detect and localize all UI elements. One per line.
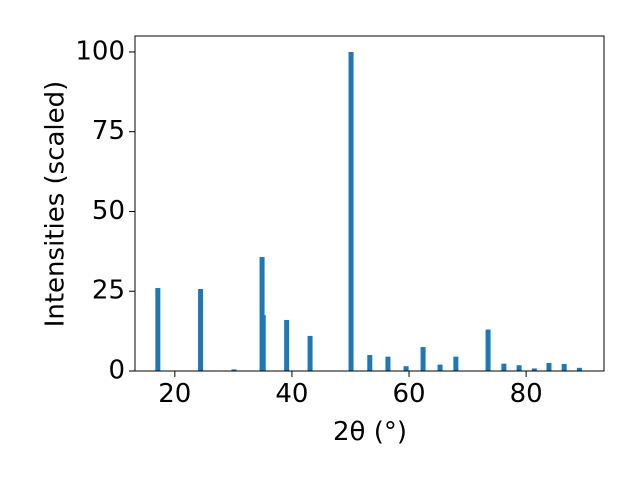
bar [420,347,426,371]
x-tick-label: 60 [392,379,425,409]
x-tick-label: 20 [158,379,191,409]
bar [260,315,266,371]
y-tick-label: 50 [92,196,125,226]
plot-frame [134,35,605,372]
bar [198,289,204,371]
bar [348,51,354,371]
bar [231,369,237,371]
bar [485,329,491,371]
bar [453,356,459,371]
bar [403,366,409,371]
x-tick-label: 40 [275,379,308,409]
bar [437,364,443,371]
bar [307,335,313,371]
y-tick-label: 0 [108,356,125,386]
bar [516,365,522,371]
y-axis-label: Intensities (scaled) [41,81,71,328]
bar [259,257,265,371]
bar [546,363,552,371]
y-tick-label: 75 [92,116,125,146]
x-tick-label: 80 [510,379,543,409]
bar [501,363,507,371]
bar [284,319,290,371]
bar [385,356,391,371]
bar [155,288,161,371]
bar [561,363,567,371]
y-tick-label: 25 [92,276,125,306]
bar [576,367,582,371]
x-axis-label: 2θ (°) [333,417,407,447]
bar [367,355,373,371]
bar [531,368,537,371]
y-tick-label: 100 [75,36,125,66]
